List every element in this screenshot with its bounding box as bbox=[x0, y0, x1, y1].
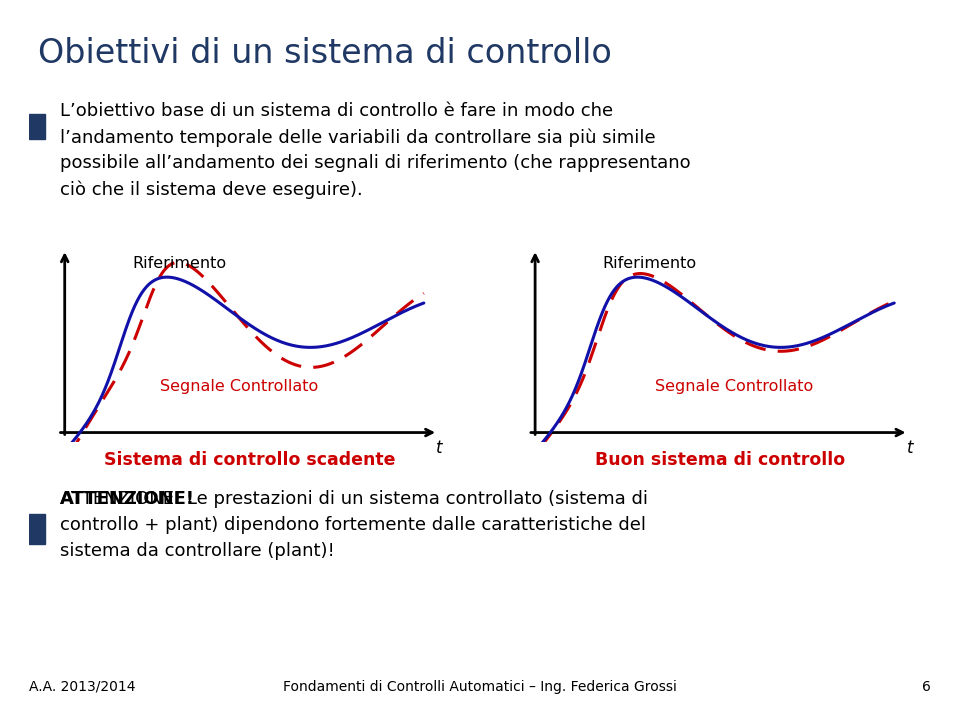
Text: Obiettivi di un sistema di controllo: Obiettivi di un sistema di controllo bbox=[38, 37, 612, 70]
Text: L’obiettivo base di un sistema di controllo è fare in modo che
l’andamento tempo: L’obiettivo base di un sistema di contro… bbox=[60, 102, 691, 198]
Text: Riferimento: Riferimento bbox=[603, 256, 697, 271]
Text: ATTENZIONE! Le prestazioni di un sistema controllato (sistema di
controllo + pla: ATTENZIONE! Le prestazioni di un sistema… bbox=[60, 490, 648, 559]
Text: t: t bbox=[436, 439, 443, 457]
Text: Fondamenti di Controlli Automatici – Ing. Federica Grossi: Fondamenti di Controlli Automatici – Ing… bbox=[283, 679, 677, 694]
Text: A.A. 2013/2014: A.A. 2013/2014 bbox=[29, 679, 135, 694]
Text: Buon sistema di controllo: Buon sistema di controllo bbox=[595, 451, 845, 469]
Text: Segnale Controllato: Segnale Controllato bbox=[159, 380, 318, 395]
Text: ATTENZIONE!: ATTENZIONE! bbox=[60, 490, 196, 508]
Text: t: t bbox=[906, 439, 913, 457]
Bar bbox=[29, 513, 45, 544]
Text: 6: 6 bbox=[923, 679, 931, 694]
Bar bbox=[29, 114, 45, 139]
Text: Sistema di controllo scadente: Sistema di controllo scadente bbox=[104, 451, 396, 469]
Text: Riferimento: Riferimento bbox=[132, 256, 227, 271]
Text: Segnale Controllato: Segnale Controllato bbox=[655, 380, 813, 395]
